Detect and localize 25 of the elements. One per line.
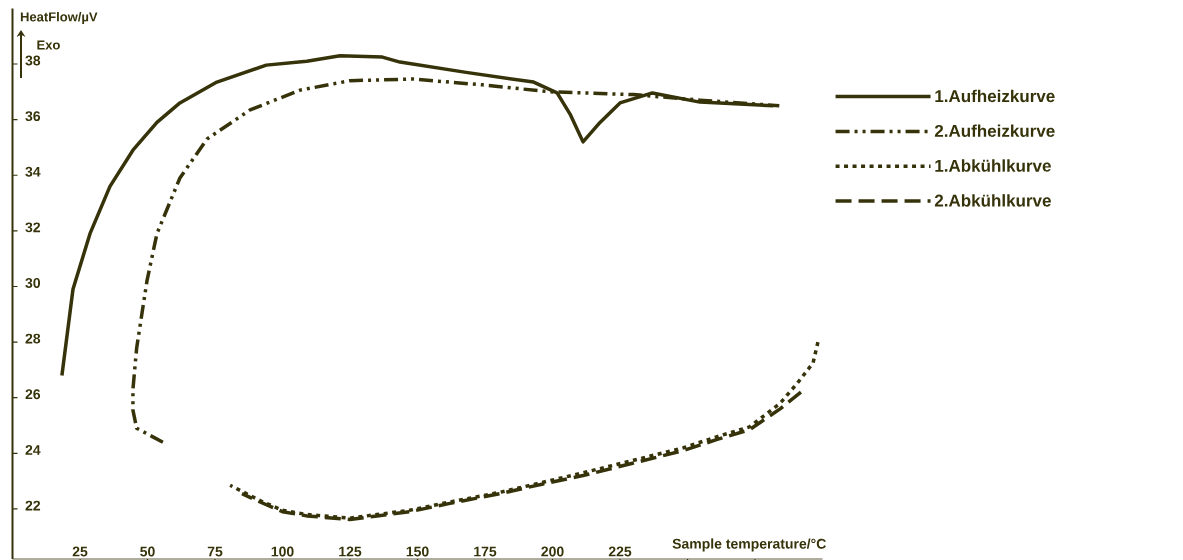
x-tick-label: 125: [339, 546, 362, 557]
x-tick-label: 25: [72, 546, 88, 557]
y-tick-label: 30: [25, 278, 41, 288]
x-tick-label: 75: [207, 546, 223, 557]
text: 2.Aufheizkurve: [934, 124, 1055, 137]
y-tick-label: 32: [25, 222, 41, 233]
x-tick-label: 150: [406, 546, 429, 557]
y-tick-label: 34: [25, 166, 41, 177]
annotation: Exo: [37, 40, 60, 50]
y-tick-label: 36: [25, 111, 41, 122]
text: 2.Abkühlkurve: [934, 194, 1051, 207]
y-tick-label: 26: [25, 389, 41, 400]
y-tick-label: 22: [25, 500, 41, 511]
y-tick-label: 24: [25, 445, 41, 455]
y-tick-label: 38: [25, 55, 41, 66]
x-axis-title: Sample temperature/°C: [672, 538, 826, 552]
x-tick-label: 50: [140, 546, 155, 557]
text: 1.Abkühlkurve: [935, 159, 1051, 172]
x-tick-label: 175: [474, 546, 497, 557]
y-tick-label: 28: [25, 333, 41, 344]
x-tick-label: 200: [541, 546, 564, 557]
text: 1.Aufheizkurve: [935, 89, 1055, 103]
y-axis-title: HeatFlow/µV: [20, 11, 98, 25]
x-tick-label: 225: [608, 546, 632, 557]
x-tick-label: 100: [271, 546, 294, 557]
